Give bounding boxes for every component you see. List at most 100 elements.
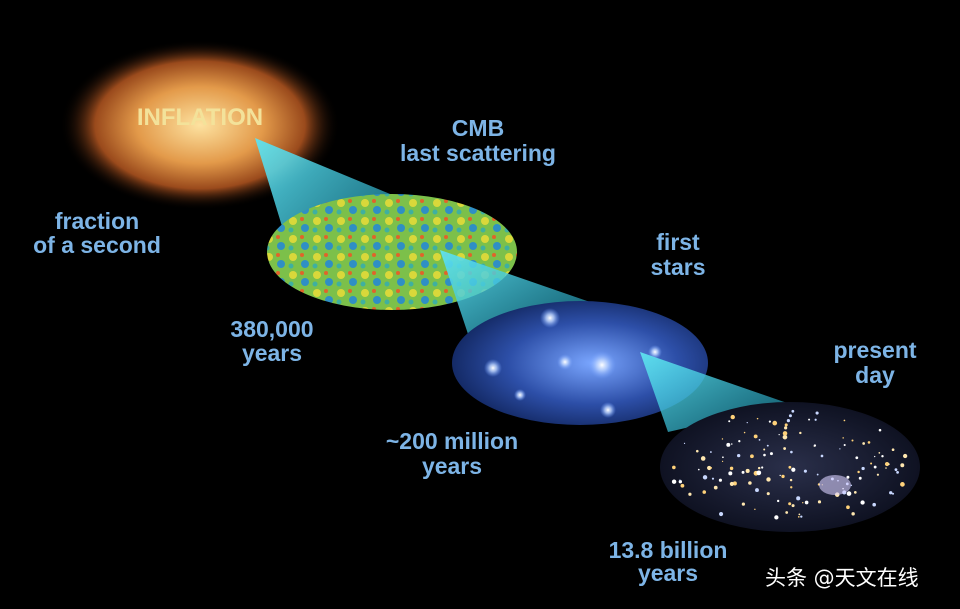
galaxy-speck [873, 465, 877, 469]
galaxy-speck [700, 456, 706, 461]
galaxy-speck [846, 491, 852, 496]
galaxy-speck [743, 431, 746, 434]
galaxy-speck [757, 466, 761, 470]
galaxy-speck [766, 492, 770, 496]
galaxy-speck [761, 466, 764, 469]
watermark: 头条 @天文在线 [765, 566, 919, 590]
galaxy-speck [884, 461, 890, 467]
galaxy-speck [853, 491, 857, 494]
galaxy-speck [731, 443, 733, 445]
galaxy-speck [782, 434, 788, 440]
galaxy-speck [726, 442, 731, 447]
galaxy-speck [900, 482, 905, 487]
galaxy-speck [798, 513, 801, 516]
galaxy-speck [872, 502, 876, 507]
stars-label-2: stars [651, 254, 706, 280]
galaxy-speck [816, 473, 819, 476]
galaxy-speck [755, 488, 759, 493]
galaxy-speck [867, 441, 871, 444]
galaxy-speck [782, 431, 788, 436]
galaxy-speck [746, 422, 748, 424]
stars-time-1: ~200 million [386, 428, 518, 454]
galaxy-speck [881, 454, 884, 458]
galaxy-speck [688, 492, 692, 496]
galaxy-speck [730, 414, 735, 420]
galaxy-speck [763, 453, 766, 457]
galaxy-speck [857, 470, 860, 474]
spiral-galaxy [819, 475, 851, 495]
galaxy-speck [862, 442, 866, 445]
cmb-time-2: years [242, 340, 302, 366]
galaxy-speck [721, 438, 724, 440]
galaxy-speck [786, 418, 790, 423]
galaxy-speck [738, 440, 741, 443]
galaxy-speck [858, 476, 862, 480]
galaxy-speck [711, 477, 715, 480]
galaxy-speck [783, 447, 787, 450]
galaxy-speck [799, 431, 802, 435]
galaxy-speck [768, 420, 771, 423]
galaxy-speck [763, 448, 766, 451]
galaxy-speck [718, 478, 722, 482]
galaxy-speck [791, 504, 795, 508]
galaxy-speck [900, 463, 905, 468]
galaxy-speck [758, 438, 761, 441]
galaxy-speck [878, 452, 881, 454]
galaxy-speck [820, 454, 824, 458]
galaxy-speck [728, 471, 733, 476]
galaxy-speck [791, 409, 795, 413]
star-glows [484, 308, 662, 418]
galaxy-speck [788, 414, 792, 418]
galaxy-speck [843, 419, 846, 422]
galaxy-speck [788, 465, 792, 469]
galaxies [671, 409, 908, 520]
galaxy-speck [802, 502, 804, 504]
galaxy-speck [861, 466, 865, 471]
galaxy-speck [672, 465, 676, 470]
galaxy-speck [800, 515, 803, 518]
present-time-1: 13.8 billion [609, 537, 728, 563]
galaxy-speck [851, 439, 854, 442]
galaxy-speck [772, 420, 778, 426]
galaxy-speck [713, 485, 718, 490]
galaxy-speck [902, 453, 908, 459]
galaxy-speck [769, 452, 773, 456]
galaxy-speck [784, 426, 788, 430]
present-time-2: years [638, 560, 698, 586]
present-label-1: present [833, 337, 916, 363]
galaxy-speck [753, 434, 758, 439]
galaxy-speck [889, 491, 893, 495]
galaxy-speck [778, 433, 780, 436]
galaxy-speck [855, 456, 859, 460]
present-label-2: day [855, 362, 895, 388]
galaxy-speck [774, 515, 779, 520]
galaxy-speck [870, 462, 873, 465]
galaxy-speck [788, 502, 792, 506]
galaxy-speck [671, 479, 677, 484]
galaxy-speck [846, 475, 850, 479]
galaxy-speck [719, 511, 724, 517]
cone-cmb-to-stars [440, 250, 590, 340]
galaxy-speck [776, 499, 780, 503]
galaxy-speck [737, 453, 741, 458]
galaxy-speck [683, 442, 686, 444]
galaxy-speck [756, 470, 762, 476]
galaxy-speck [896, 471, 899, 474]
galaxy-speck [729, 466, 734, 471]
galaxy-speck [796, 496, 801, 501]
galaxy-speck [702, 490, 707, 494]
galaxy-speck [887, 463, 890, 466]
galaxy-speck [876, 473, 880, 476]
galaxy-speck [891, 492, 895, 495]
galaxy-speck [878, 428, 882, 432]
galaxy-speck [697, 468, 700, 471]
galaxy-speck [785, 511, 789, 514]
galaxy-speck [784, 423, 788, 427]
galaxy-speck [814, 418, 817, 421]
galaxy-speck [891, 448, 895, 452]
galaxy-speck [741, 502, 746, 506]
galaxy-speck [754, 508, 756, 511]
cmb-label-2: last scattering [400, 140, 556, 166]
galaxy-speck [781, 474, 785, 479]
galaxy-speck [874, 455, 876, 458]
